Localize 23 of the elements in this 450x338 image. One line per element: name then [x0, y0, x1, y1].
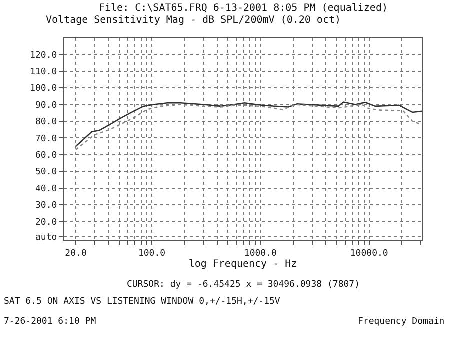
- y-tick-label: 30.0: [36, 201, 58, 212]
- y-tick-label: 80.0: [36, 118, 58, 128]
- x-tick-label: 100.0: [138, 248, 166, 259]
- text: CURSOR: dy = -6.45425 x = 30496.0938 (7807): [127, 280, 360, 290]
- y-tick-label: 110.0: [30, 68, 58, 78]
- y-tick-label: 90.0: [36, 100, 58, 111]
- x-tick-label: 20.0: [65, 248, 87, 259]
- y-tick-label: 50.0: [36, 168, 58, 178]
- y-tick-label: 20.0: [36, 218, 58, 228]
- chart-title: File: C:\SAT65.FRQ 6-13-2001 8:05 PM (equalized): [99, 3, 388, 14]
- y-tick-label: 60.0: [36, 151, 58, 162]
- x-axis-title: log Frequency - Hz: [188, 258, 298, 270]
- chart-subtitle: Voltage Sensitivity Mag - dB SPL/200mV (0.20 oct): [46, 15, 342, 26]
- text: 7-26-2001 6:10 PM: [4, 317, 97, 327]
- text: Frequency Domain: [358, 317, 445, 327]
- y-tick-label: auto: [36, 232, 58, 243]
- y-tick-label: 70.0: [36, 134, 58, 144]
- y-tick-label: 120.0: [30, 50, 58, 61]
- x-tick-label: 10000.0: [350, 248, 388, 259]
- y-tick-label: 40.0: [36, 184, 58, 194]
- y-tick-label: 100.0: [30, 84, 58, 94]
- x-tick-label: 1000.0: [244, 248, 277, 259]
- text: SAT 6.5 ON AXIS VS LISTENING WINDOW 0,+/-15H,+/-15V: [4, 297, 281, 307]
